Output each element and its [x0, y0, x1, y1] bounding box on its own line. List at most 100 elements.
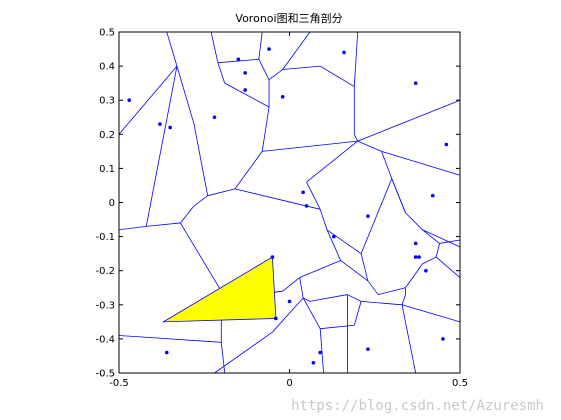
data-point [158, 122, 162, 126]
voronoi-edge [210, 31, 219, 63]
y-tick-label: -0.3 [95, 300, 115, 311]
voronoi-edge [258, 59, 270, 80]
voronoi-edge [180, 222, 222, 292]
voronoi-edge [381, 151, 393, 179]
voronoi-edge [268, 69, 283, 81]
voronoi-edge [319, 65, 355, 87]
x-tick-label: 0.5 [452, 378, 468, 389]
voronoi-edges [118, 31, 461, 374]
voronoi-edge [401, 294, 406, 305]
voronoi-edge [234, 151, 263, 190]
voronoi-edge [118, 225, 147, 231]
x-tick-label: 0 [286, 378, 292, 389]
data-point [243, 88, 247, 92]
data-point [417, 255, 421, 259]
voronoi-edge [299, 260, 341, 278]
data-point [274, 316, 278, 321]
voronoi-edge [439, 239, 461, 244]
x-tick-label: -0.5 [109, 378, 129, 389]
data-point [304, 204, 309, 208]
voronoi-edge [367, 280, 379, 295]
voronoi-edge [391, 178, 406, 213]
voronoi-edge [405, 212, 423, 231]
data-point [280, 94, 285, 99]
y-tick-label: 0.2 [99, 130, 115, 141]
voronoi-edge [435, 243, 440, 258]
data-point [270, 255, 275, 259]
data-point [413, 255, 418, 259]
triangle-polygon [161, 256, 277, 323]
y-tick-label: -0.4 [95, 334, 115, 345]
voronoi-edge [214, 331, 273, 374]
voronoi-edge [193, 195, 208, 207]
data-point [441, 337, 445, 341]
data-point [444, 142, 449, 147]
voronoi-edge [118, 335, 222, 343]
y-tick-label: -0.5 [95, 369, 115, 380]
data-point [413, 81, 418, 85]
data-point [430, 193, 435, 198]
voronoi-edge [282, 65, 321, 70]
y-tick-label: 0.3 [99, 96, 115, 107]
voronoi-edge [319, 209, 328, 230]
voronoi-edge [217, 62, 226, 84]
voronoi-edge [347, 294, 362, 302]
voronoi-edge [353, 301, 362, 326]
data-points [127, 47, 449, 365]
voronoi-edge [340, 260, 369, 282]
chart-title: Voronoi图和三角剖分 [235, 11, 342, 25]
voronoi-edge [220, 342, 226, 374]
y-tick-label: 0.5 [99, 28, 115, 39]
data-point [311, 360, 316, 365]
data-point [212, 115, 217, 120]
voronoi-edge [360, 253, 369, 282]
voronoi-edge [261, 106, 270, 152]
voronoi-edge [145, 66, 178, 227]
voronoi-edge [146, 222, 181, 227]
data-point [164, 350, 169, 355]
voronoi-edge [282, 277, 300, 292]
voronoi-edge [272, 297, 304, 333]
data-point [332, 234, 336, 239]
voronoi-edge [118, 65, 178, 135]
voronoi-edge [299, 277, 304, 299]
voronoi-edge [282, 31, 311, 70]
axes: -0.5 0 0.5 0.5 0.4 0.3 0.2 0.1 0 -0.1 -0.2 -0.3 -0.4… [95, 28, 467, 390]
voronoi-edge [435, 256, 461, 278]
data-point [168, 125, 172, 130]
voronoi-edge [207, 188, 236, 197]
data-point [342, 50, 346, 55]
voronoi-edge [320, 324, 355, 330]
data-point [366, 214, 370, 218]
voronoi-edge [309, 294, 348, 302]
voronoi-edge [302, 297, 311, 302]
data-point [287, 299, 292, 304]
voronoi-edge [353, 31, 359, 87]
voronoi-edge [258, 31, 263, 60]
y-tick-label: -0.1 [95, 232, 115, 243]
voronoi-edge [193, 123, 209, 196]
triangulation-triangle [161, 256, 277, 323]
voronoi-edge [326, 229, 362, 254]
voronoi-edge [302, 297, 321, 329]
data-point [366, 347, 370, 351]
voronoi-edge [326, 229, 342, 261]
voronoi-edge [306, 140, 358, 183]
data-point [243, 71, 247, 75]
voronoi-edge [180, 205, 195, 224]
voronoi-edge [176, 65, 195, 125]
voronoi-edge [357, 99, 461, 142]
voronoi-edge [319, 328, 324, 374]
y-tick-label: 0.4 [99, 62, 115, 73]
data-point [413, 241, 418, 246]
y-tick-label: -0.2 [95, 266, 115, 277]
voronoi-edge [357, 140, 382, 152]
voronoi-edge [381, 150, 461, 176]
voronoi-edge [378, 287, 406, 295]
voronoi-edge [422, 229, 440, 244]
y-tick-label: 0.1 [99, 164, 115, 175]
voronoi-edge [401, 304, 461, 323]
voronoi-edge [401, 304, 417, 374]
voronoi-edge [405, 263, 423, 288]
